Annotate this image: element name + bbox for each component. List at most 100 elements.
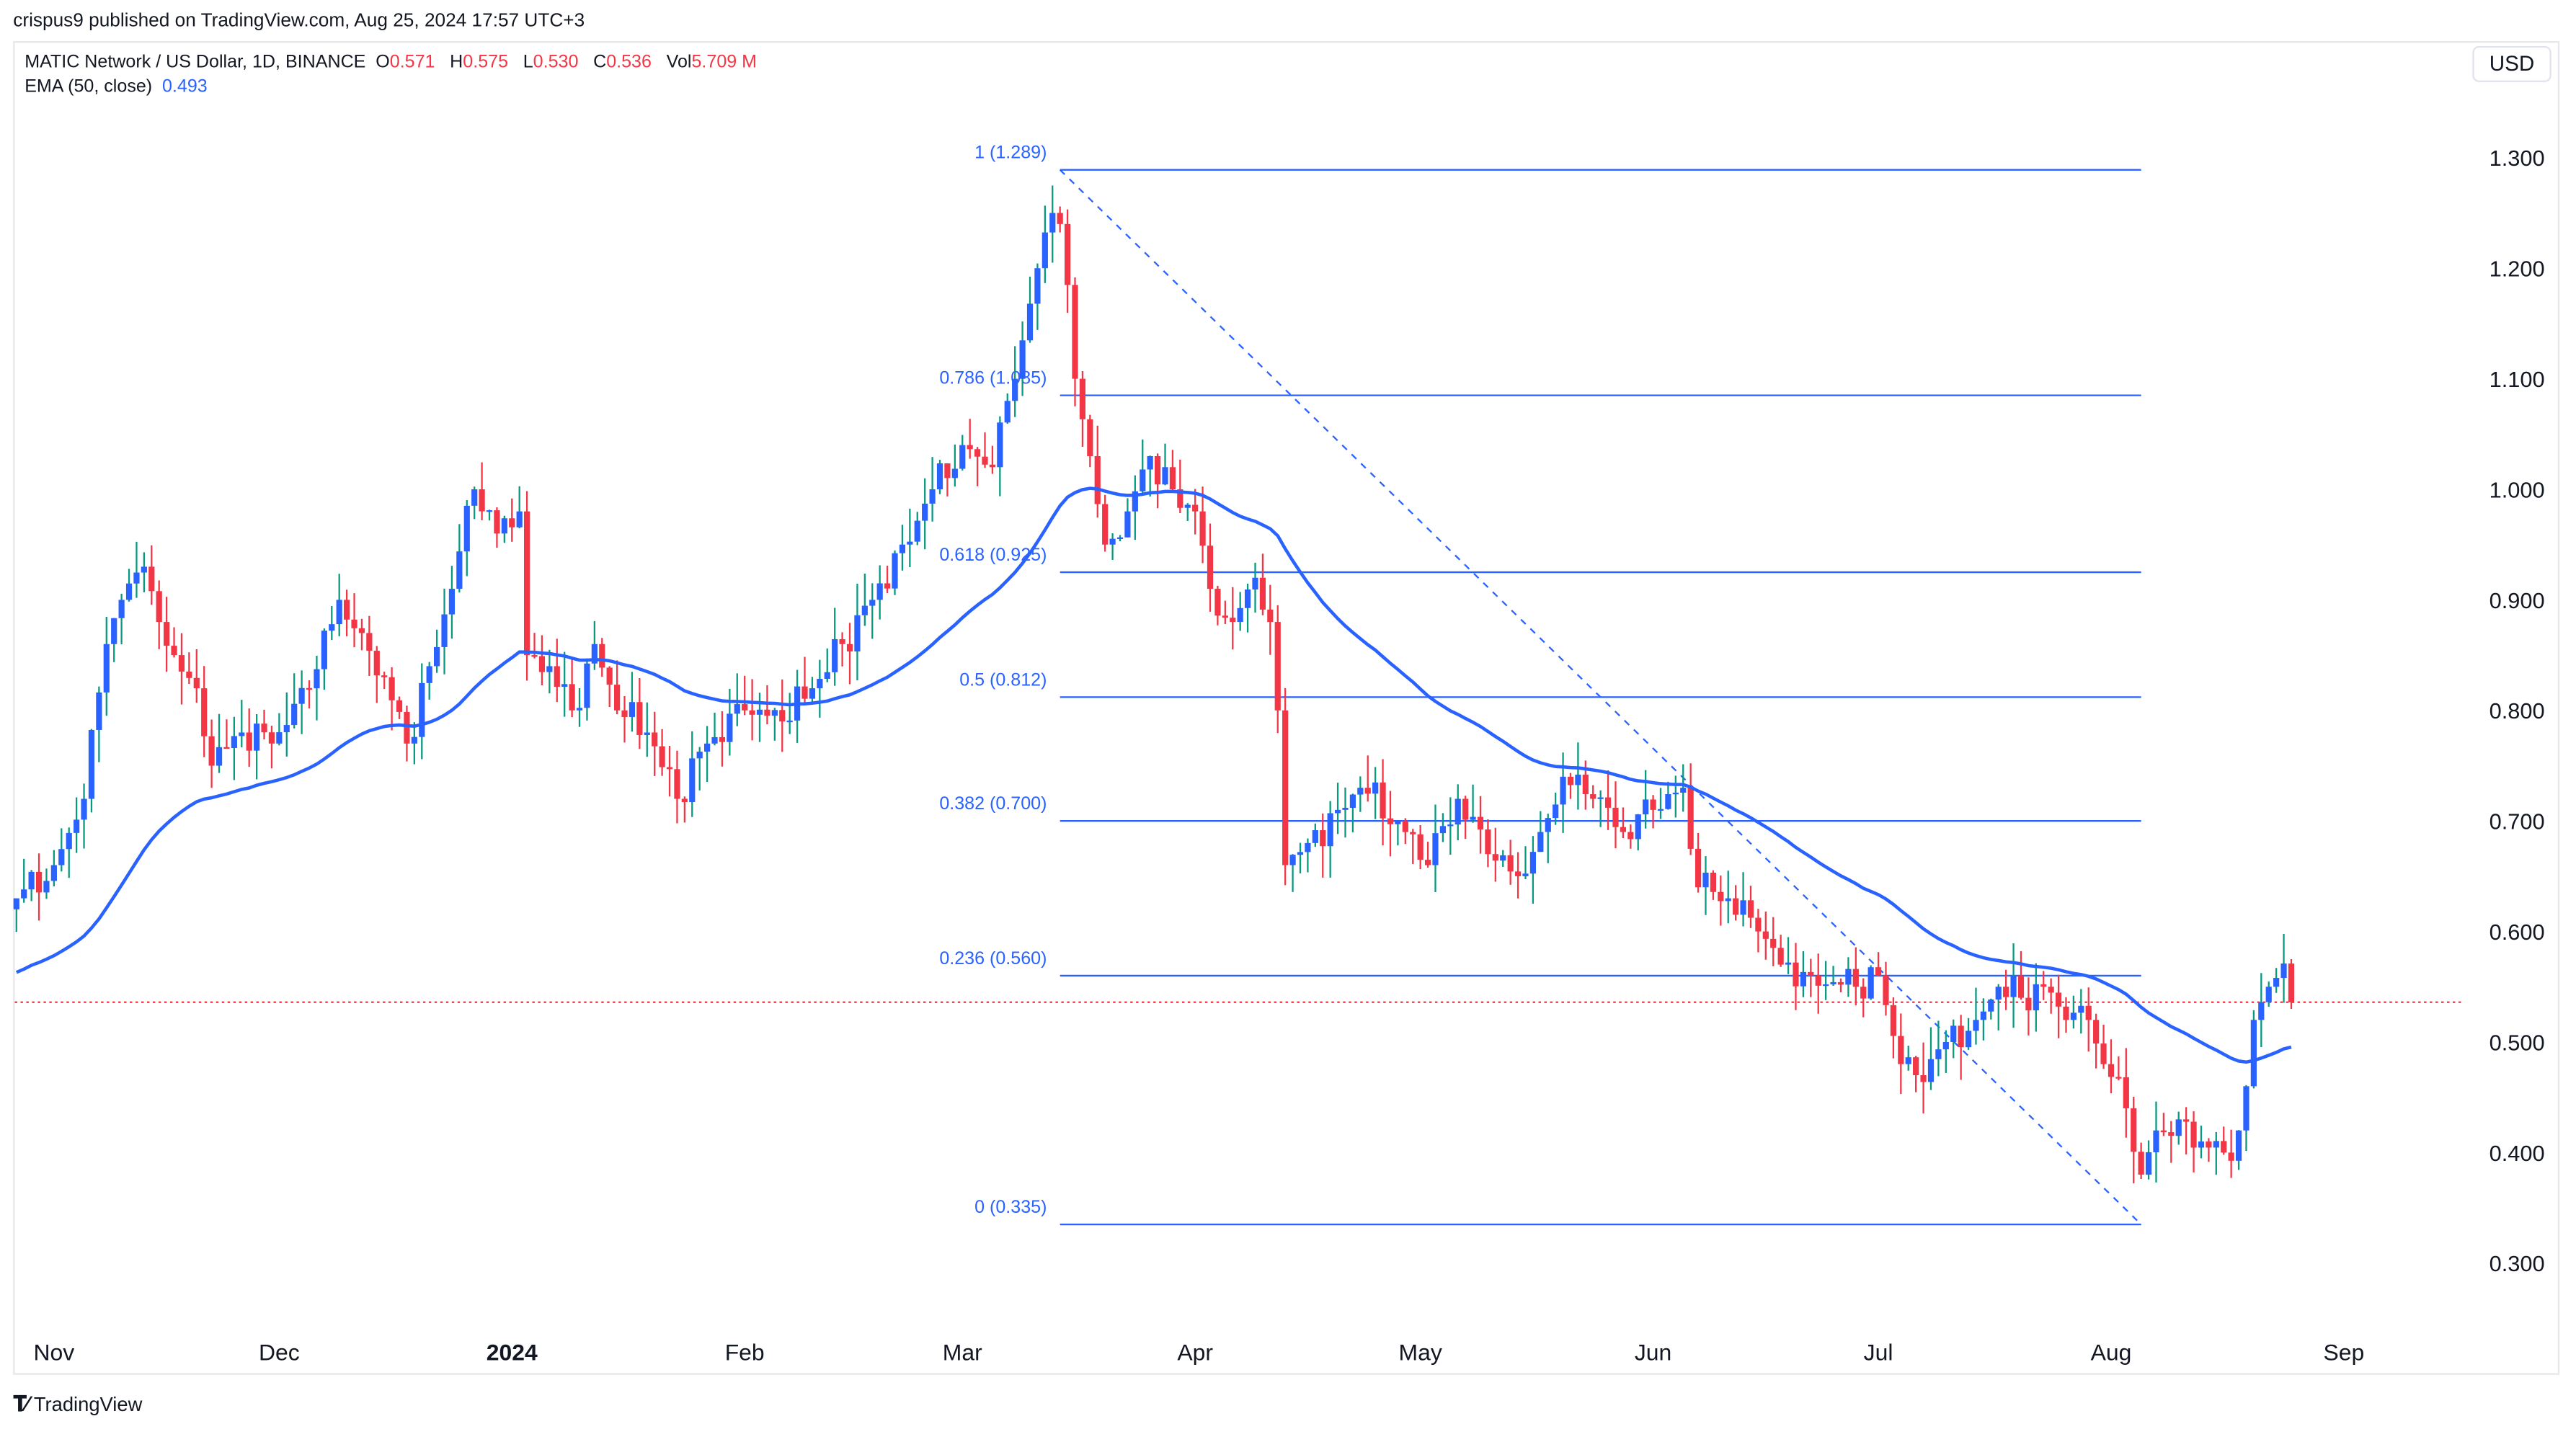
candle-body xyxy=(1627,832,1634,840)
candle xyxy=(178,633,185,705)
candle xyxy=(1905,1046,1911,1071)
candle-body xyxy=(629,702,636,717)
candle-body xyxy=(2160,1130,2167,1133)
candle-body xyxy=(2243,1086,2249,1131)
candle xyxy=(674,750,680,824)
candle-body xyxy=(1687,788,1694,849)
candle-body xyxy=(809,688,816,699)
candle xyxy=(1507,840,1514,885)
y-tick-label: 0.300 xyxy=(2490,1251,2545,1276)
candle-body xyxy=(58,849,65,865)
candle xyxy=(111,618,117,662)
candle-body xyxy=(884,583,891,589)
candle-body xyxy=(2258,1002,2265,1020)
candle xyxy=(2138,1142,2144,1180)
candle-body xyxy=(764,709,770,716)
candle-body xyxy=(13,898,19,909)
candle-body xyxy=(832,638,838,672)
candle xyxy=(1477,796,1484,854)
candle-body xyxy=(681,798,688,803)
candle xyxy=(1867,965,1874,1000)
candle-body xyxy=(989,464,996,468)
candle xyxy=(103,616,110,716)
y-tick-label: 1.000 xyxy=(2490,477,2545,502)
candle xyxy=(711,712,718,746)
y-tick-label: 0.700 xyxy=(2490,809,2545,834)
volume-value: 5.709 M xyxy=(691,52,758,73)
candle-body xyxy=(441,614,448,647)
candle xyxy=(756,693,763,742)
legend: MATIC Network / US Dollar, 1D, BINANCE O… xyxy=(25,51,767,100)
candle xyxy=(1980,998,1986,1041)
candle-body xyxy=(1342,807,1349,810)
candle xyxy=(936,460,943,494)
candle xyxy=(366,615,373,677)
ema-label[interactable]: EMA (50, close) xyxy=(25,77,153,97)
candle xyxy=(2228,1129,2234,1178)
symbol-title[interactable]: MATIC Network / US Dollar, 1D, BINANCE xyxy=(25,52,366,73)
candle xyxy=(381,671,388,690)
candle xyxy=(411,722,417,765)
candle-body xyxy=(1349,794,1356,808)
candle xyxy=(659,729,665,776)
candle xyxy=(1222,600,1228,624)
chart-frame[interactable] xyxy=(13,40,2560,1375)
candle-body xyxy=(28,871,35,890)
candle xyxy=(306,680,313,709)
candle-body xyxy=(81,798,87,820)
candle-body xyxy=(1762,931,1769,939)
candle-body xyxy=(1522,873,1529,876)
candle xyxy=(1575,742,1581,810)
candle xyxy=(599,638,605,677)
candle-body xyxy=(2093,1020,2100,1044)
candle xyxy=(1132,475,1138,540)
candle xyxy=(1349,793,1356,833)
candle xyxy=(2108,1039,2115,1094)
candle xyxy=(1357,776,1364,812)
candle xyxy=(644,702,650,757)
candle xyxy=(1883,961,1889,1016)
currency-button[interactable]: USD xyxy=(2472,45,2551,82)
candle xyxy=(1214,585,1221,626)
candle xyxy=(1665,781,1671,810)
candle xyxy=(2288,958,2295,1009)
candle-body xyxy=(1650,799,1656,810)
candle xyxy=(1087,414,1093,468)
candle xyxy=(1184,503,1191,521)
candle xyxy=(1026,276,1034,343)
candle xyxy=(2048,978,2054,1014)
candle-body xyxy=(1860,987,1867,999)
candle-body xyxy=(929,489,936,504)
candle-body xyxy=(892,553,898,589)
candle-body xyxy=(1560,776,1566,805)
candle-body xyxy=(111,618,117,644)
candle xyxy=(982,432,988,468)
tradingview-logo-icon: 𝐓∕ xyxy=(13,1391,29,1416)
candle xyxy=(1019,321,1026,396)
tradingview-brand[interactable]: 𝐓∕ TradingView xyxy=(13,1392,142,1417)
candle xyxy=(967,419,973,459)
candle-body xyxy=(1140,469,1146,491)
candle-body xyxy=(1950,1025,1957,1042)
x-tick-label: May xyxy=(1399,1339,1442,1365)
candle-body xyxy=(621,710,628,717)
candle-body xyxy=(43,881,50,893)
candle xyxy=(569,657,575,718)
brand-name: TradingView xyxy=(33,1392,143,1416)
candle xyxy=(50,850,57,887)
candle-body xyxy=(1920,1075,1927,1082)
candle-body xyxy=(2168,1132,2175,1136)
candle xyxy=(1439,813,1447,842)
candle xyxy=(441,588,448,675)
candle-body xyxy=(2033,984,2039,1011)
candle-body xyxy=(1823,984,1829,987)
candle xyxy=(854,583,861,681)
candle-body xyxy=(1620,827,1627,832)
candle-body xyxy=(869,600,876,606)
candle-body xyxy=(1019,340,1026,379)
candle-body xyxy=(2115,1077,2122,1079)
candle-body xyxy=(358,628,365,633)
candle-body xyxy=(1785,962,1792,965)
candle xyxy=(254,713,260,780)
